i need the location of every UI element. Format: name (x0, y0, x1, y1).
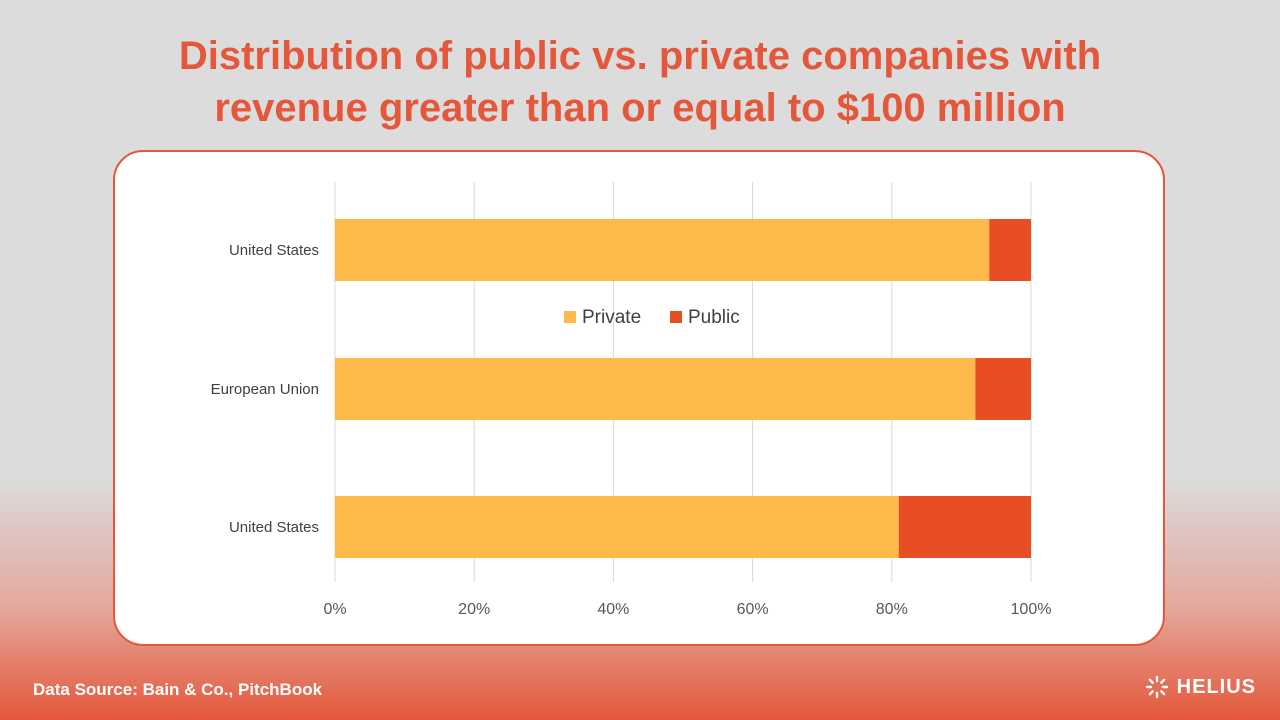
bar-private (335, 358, 976, 420)
bar-public (989, 219, 1031, 281)
legend-label-public: Public (688, 307, 740, 328)
brand-name: HELIUS (1176, 675, 1256, 698)
bar-chart: 0% 20% 40% 60% 80% 100% United States European … (211, 182, 1052, 618)
bar-private (335, 496, 899, 558)
category-label: United States (229, 519, 319, 536)
category-label: United States (229, 242, 319, 259)
legend-swatch-private (564, 311, 576, 323)
x-tick-label: 60% (737, 601, 769, 618)
bar-public (975, 358, 1031, 420)
chart-card: 0% 20% 40% 60% 80% 100% United States European … (113, 150, 1165, 646)
x-tick-label: 0% (323, 601, 346, 618)
x-tick-label: 40% (597, 601, 629, 618)
x-tick-label: 80% (876, 601, 908, 618)
x-tick-label: 100% (1011, 601, 1052, 618)
legend-label-private: Private (582, 307, 641, 328)
helius-sun-icon (1145, 675, 1168, 699)
chart-title: Distribution of public vs. private compa… (0, 30, 1280, 134)
data-source: Data Source: Bain & Co., PitchBook (33, 680, 323, 699)
x-tick-label: 20% (458, 601, 490, 618)
category-label: European Union (211, 381, 319, 398)
bar-public (898, 496, 1031, 558)
chart-title-line1: Distribution of public vs. private compa… (178, 34, 1102, 78)
bar-private (335, 219, 990, 281)
helius-logo: HELIUS (1145, 675, 1256, 699)
legend-swatch-public (670, 311, 682, 323)
chart-title-line2: revenue greater than or equal to $100 mi… (214, 86, 1066, 130)
